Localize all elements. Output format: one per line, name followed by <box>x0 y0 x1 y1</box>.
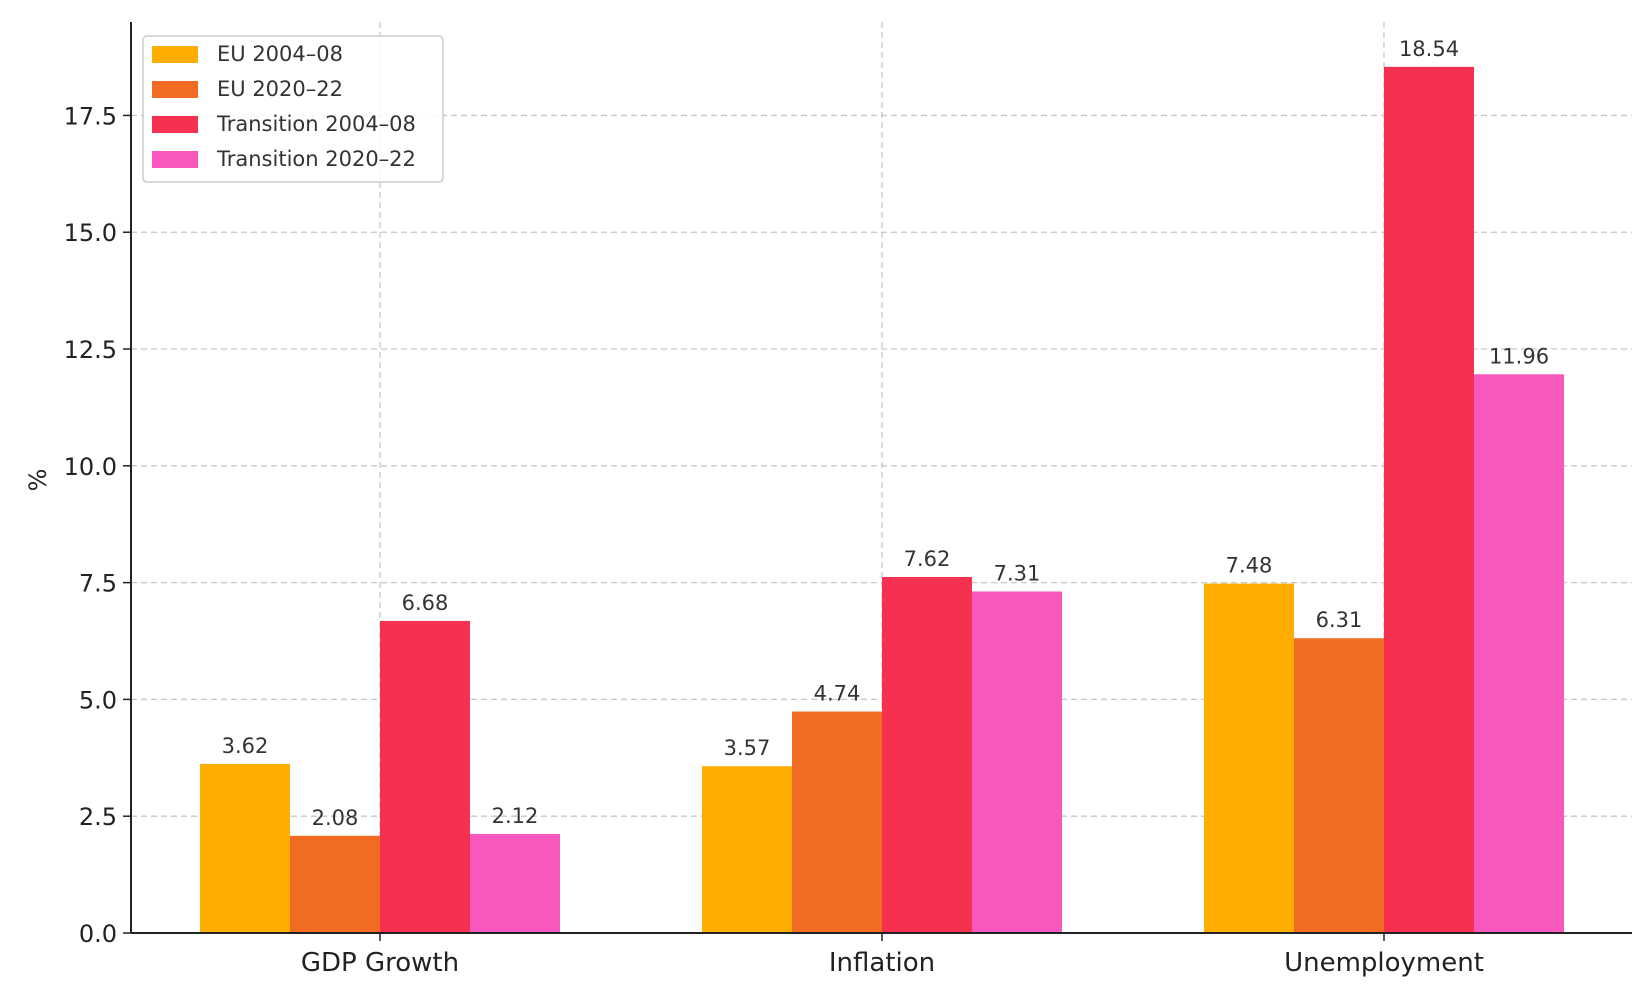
y-tick-label: 5.0 <box>79 686 117 714</box>
bar-value-label: 3.57 <box>724 736 771 760</box>
bar <box>792 711 882 933</box>
legend: EU 2004–08 EU 2020–22 Transition 2004–08 Tr… <box>142 35 444 183</box>
bar-value-label: 2.12 <box>492 804 539 828</box>
bar-value-label: 6.31 <box>1316 608 1363 632</box>
x-tick-label: Inflation <box>829 948 935 978</box>
x-tick-label: Unemployment <box>1284 948 1484 978</box>
x-tick-label: GDP Growth <box>301 948 459 978</box>
bar-value-label: 18.54 <box>1399 37 1459 61</box>
y-tick-label: 12.5 <box>64 336 117 364</box>
bar-value-label: 7.48 <box>1226 554 1273 578</box>
y-tick-label: 0.0 <box>79 920 117 948</box>
legend-swatch <box>152 116 198 133</box>
legend-label: Transition 2020–22 <box>216 147 416 171</box>
y-tick-label: 17.5 <box>64 102 117 130</box>
y-tick-label: 7.5 <box>79 570 117 598</box>
bar-value-label: 6.68 <box>402 591 449 615</box>
axes: 0.0 2.5 5.0 7.5 10.0 12.5 15.0 17.5 GDP Growth In… <box>64 22 1632 978</box>
legend-label: EU 2004–08 <box>217 42 343 66</box>
bar-value-label: 4.74 <box>814 682 861 706</box>
bar <box>702 766 792 933</box>
bar <box>1204 583 1294 933</box>
y-tick-label: 15.0 <box>64 219 117 247</box>
value-labels: 3.62 3.57 7.48 2.08 4.74 6.31 6.68 7.62 18.54 2.1… <box>222 37 1549 830</box>
bar <box>882 577 972 933</box>
legend-swatch <box>152 81 198 98</box>
bar <box>470 833 560 933</box>
legend-label: Transition 2004–08 <box>216 112 416 136</box>
y-tick-label: 2.5 <box>79 803 117 831</box>
y-axis-title: % <box>24 469 52 492</box>
y-tick-label: 10.0 <box>64 453 117 481</box>
legend-label: EU 2020–22 <box>217 77 343 101</box>
bar <box>1294 638 1384 933</box>
bar-value-label: 7.31 <box>994 561 1041 585</box>
bar-value-label: 7.62 <box>904 547 951 571</box>
bar-value-label: 2.08 <box>312 806 359 830</box>
bars <box>200 66 1564 934</box>
bar <box>290 835 380 933</box>
bar <box>1384 66 1474 933</box>
legend-frame <box>142 35 444 183</box>
bar <box>380 620 470 933</box>
bar-value-label: 11.96 <box>1489 344 1549 368</box>
legend-swatch <box>152 151 198 168</box>
bar <box>1474 374 1564 934</box>
bar <box>200 763 290 933</box>
legend-swatch <box>152 46 198 63</box>
bar-value-label: 3.62 <box>222 734 269 758</box>
bar <box>972 591 1062 933</box>
